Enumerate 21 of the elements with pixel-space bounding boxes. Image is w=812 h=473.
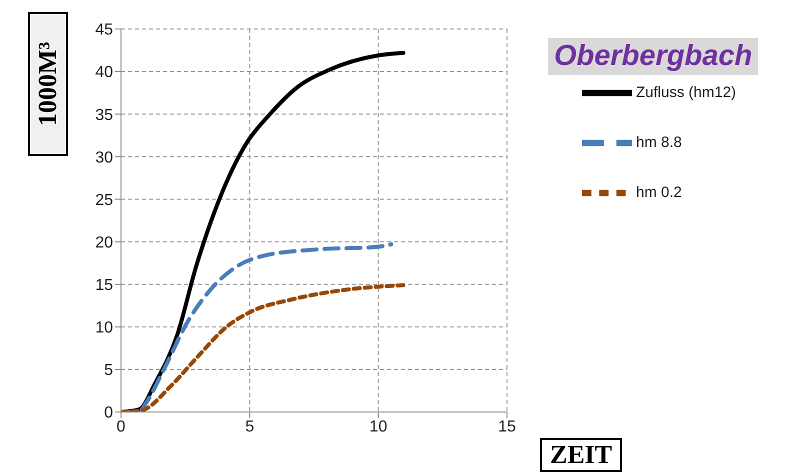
x-tick-label: 5	[245, 418, 254, 436]
y-tick-label: 35	[95, 106, 114, 124]
y-tick-label: 40	[95, 64, 114, 82]
x-tick-label: 15	[498, 418, 516, 436]
y-tick-label: 45	[95, 22, 114, 39]
y-axis-title: 1000M³	[33, 42, 63, 126]
line-series	[121, 283, 406, 412]
y-tick-label: 25	[95, 192, 114, 209]
y-tick-label: 15	[95, 277, 114, 294]
y-tick-label: 0	[104, 404, 114, 422]
y-tick-label: 10	[95, 320, 114, 337]
x-axis-title: ZEIT	[540, 438, 622, 472]
x-tick-label: 10	[369, 418, 388, 436]
y-tick-label: 20	[95, 234, 114, 252]
x-tick-label: 0	[116, 418, 126, 436]
legend-label: hm 8.8	[636, 134, 682, 152]
legend-label: hm 0.2	[636, 184, 682, 202]
y-tick-label: 30	[95, 149, 114, 166]
text: Oberbergbach	[548, 38, 758, 75]
legend-label: Zufluss (hm12)	[636, 84, 736, 102]
y-tick-label: 5	[104, 362, 114, 380]
